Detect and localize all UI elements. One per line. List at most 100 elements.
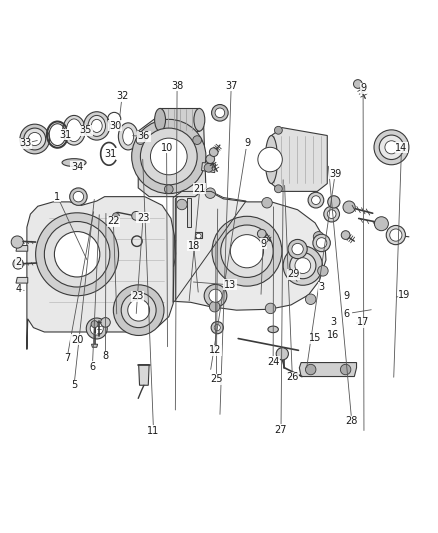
Text: 38: 38 [171, 80, 183, 91]
Polygon shape [299, 362, 357, 376]
Text: 31: 31 [59, 130, 71, 140]
Circle shape [283, 246, 322, 285]
Circle shape [54, 231, 100, 277]
Polygon shape [138, 118, 206, 197]
Text: 26: 26 [286, 373, 299, 382]
Text: 19: 19 [398, 290, 410, 300]
Polygon shape [92, 344, 98, 348]
Circle shape [209, 302, 220, 312]
Ellipse shape [123, 128, 134, 145]
Circle shape [328, 196, 340, 208]
Text: 35: 35 [80, 125, 92, 135]
Circle shape [11, 236, 23, 248]
Ellipse shape [215, 108, 225, 118]
Ellipse shape [91, 119, 102, 133]
Circle shape [313, 231, 324, 242]
Polygon shape [16, 277, 28, 283]
Text: 14: 14 [396, 143, 408, 153]
Text: 31: 31 [105, 149, 117, 159]
Ellipse shape [265, 135, 278, 183]
Circle shape [209, 148, 218, 157]
Circle shape [292, 244, 303, 255]
Circle shape [390, 229, 402, 241]
Polygon shape [139, 365, 149, 385]
Circle shape [141, 128, 197, 185]
Circle shape [205, 188, 215, 198]
Text: 32: 32 [116, 91, 128, 101]
Circle shape [290, 253, 316, 279]
Ellipse shape [62, 159, 86, 166]
Circle shape [340, 364, 351, 375]
Text: 24: 24 [267, 357, 279, 367]
Ellipse shape [118, 123, 138, 150]
Circle shape [132, 212, 141, 220]
Circle shape [374, 217, 389, 231]
Text: 9: 9 [343, 291, 350, 301]
Text: 21: 21 [194, 184, 206, 194]
Text: 4: 4 [15, 284, 21, 294]
Circle shape [318, 265, 328, 276]
Text: 28: 28 [346, 416, 358, 426]
Text: 33: 33 [19, 139, 31, 148]
Ellipse shape [67, 119, 81, 142]
Circle shape [295, 258, 311, 273]
Text: 8: 8 [102, 351, 109, 361]
Polygon shape [195, 232, 202, 238]
Text: 1: 1 [54, 192, 60, 201]
Circle shape [35, 213, 119, 296]
Polygon shape [27, 197, 174, 350]
Text: 16: 16 [327, 330, 339, 341]
Circle shape [353, 79, 362, 88]
Circle shape [113, 213, 120, 220]
Circle shape [177, 199, 187, 210]
Circle shape [324, 206, 339, 222]
Text: 10: 10 [160, 143, 173, 153]
Circle shape [276, 348, 288, 360]
Circle shape [386, 225, 406, 245]
Text: 23: 23 [131, 291, 144, 301]
Circle shape [308, 192, 324, 208]
Circle shape [101, 318, 110, 327]
Circle shape [70, 188, 87, 205]
Circle shape [258, 229, 266, 238]
Text: 9: 9 [360, 83, 366, 93]
Text: 29: 29 [287, 269, 300, 279]
Ellipse shape [155, 108, 166, 131]
Polygon shape [16, 246, 28, 251]
Text: 9: 9 [244, 139, 250, 148]
Circle shape [211, 321, 223, 334]
Circle shape [221, 225, 273, 277]
Circle shape [196, 233, 201, 239]
Circle shape [91, 321, 98, 328]
Text: 12: 12 [209, 345, 222, 356]
Ellipse shape [212, 104, 228, 121]
Text: 18: 18 [187, 240, 200, 251]
Circle shape [150, 138, 187, 175]
Text: 34: 34 [71, 162, 83, 172]
Text: 6: 6 [344, 309, 350, 319]
Circle shape [265, 303, 276, 313]
Circle shape [204, 285, 227, 307]
Text: 13: 13 [224, 280, 236, 290]
Circle shape [121, 293, 156, 328]
Circle shape [128, 299, 150, 321]
Circle shape [385, 141, 398, 154]
Text: 25: 25 [210, 374, 223, 384]
Circle shape [305, 364, 316, 375]
Circle shape [90, 322, 103, 335]
Circle shape [212, 216, 282, 286]
Bar [187, 198, 191, 227]
Text: 23: 23 [137, 213, 149, 223]
Ellipse shape [268, 326, 279, 333]
Text: 20: 20 [71, 335, 83, 345]
Circle shape [13, 259, 23, 269]
Polygon shape [175, 191, 326, 310]
Circle shape [311, 196, 320, 205]
Circle shape [214, 325, 220, 330]
Circle shape [316, 238, 327, 248]
Ellipse shape [24, 128, 46, 150]
Text: 9: 9 [260, 239, 266, 249]
Circle shape [379, 135, 404, 159]
Circle shape [209, 289, 222, 302]
Text: 2: 2 [15, 257, 21, 267]
